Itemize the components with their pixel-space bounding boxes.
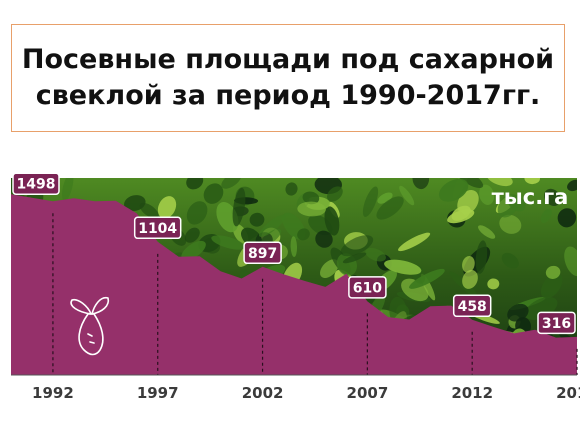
leaf-shape (181, 240, 206, 261)
leaf-shape (567, 179, 577, 192)
leaf-shape (544, 188, 561, 207)
leaf-shape (186, 178, 204, 190)
leaf-shape (524, 178, 540, 185)
leaf-shape (475, 240, 488, 274)
leaf-shape (297, 228, 310, 241)
leaf-shape (186, 201, 208, 225)
leaf-shape (499, 214, 522, 234)
data-label-2017: 316 (542, 316, 571, 332)
leaf-shape (365, 247, 386, 262)
data-label-2002: 897 (248, 246, 277, 262)
data-label-box-1991 (12, 172, 60, 195)
leaf-shape (540, 273, 563, 299)
data-labels: 1498 1104 897 610 458 316 (12, 172, 576, 335)
leaf-shape (545, 265, 561, 279)
leaf-shape (297, 201, 326, 217)
leaf-shape (501, 252, 519, 269)
data-label-2007: 610 (353, 280, 382, 296)
leaf-shape (412, 178, 430, 190)
leaf-shape (462, 269, 478, 289)
leaf-shape (302, 191, 320, 205)
leaf-shape (232, 187, 246, 227)
data-label-box-2007 (348, 276, 387, 299)
leaf-shape (454, 178, 484, 189)
chart-area: тыс.га 1498 1104 897 610 458 316 1992 1997 2002… (0, 172, 580, 421)
area-chart: тыс.га 1498 1104 897 610 458 316 1992 1997 2002… (11, 172, 580, 402)
leaf-shape (324, 206, 340, 236)
leaf-shape (507, 303, 529, 322)
leaf-shape (507, 194, 526, 212)
leaf-shape (451, 205, 471, 221)
leaf-shape (486, 178, 513, 187)
x-axis: 1992 1997 2002 2007 2012 2017 (11, 374, 580, 402)
leaf-shape (398, 232, 431, 252)
title-box: Посевные площади под сахарной свеклой за… (11, 24, 565, 132)
leaf-shape (184, 227, 200, 243)
leaf-shape (540, 208, 552, 223)
area-series (11, 194, 577, 375)
x-tick-2002: 2002 (242, 384, 284, 402)
data-label-box-2017 (537, 311, 576, 335)
leaf-shape (285, 182, 298, 196)
tick-dash-lines (52, 213, 578, 375)
leaf-shape (327, 186, 343, 202)
leaf-shape (376, 196, 404, 220)
data-label-box-2012 (452, 294, 492, 318)
leaf-shape (320, 259, 339, 278)
leaf-shape (203, 183, 224, 204)
leaf-shape (249, 212, 265, 227)
leaf-shape (478, 225, 496, 239)
leaf-shape (479, 184, 495, 205)
leaf-shape (409, 268, 445, 289)
leaf-shape (315, 230, 333, 248)
leaf-shape (362, 186, 379, 217)
x-tick-2017: 2017 (556, 384, 580, 402)
leaf-shape (342, 252, 367, 264)
leaf-shape (438, 178, 469, 202)
leaf-shape (340, 235, 374, 257)
data-label-1991: 1498 (17, 177, 56, 193)
data-label-box-2002 (243, 241, 282, 265)
title-line-1: Посевные площади под сахарной (21, 44, 555, 75)
leaf-shape (377, 192, 393, 204)
leaf-shape (124, 195, 146, 212)
leaf-shape (221, 178, 242, 189)
x-tick-2007: 2007 (347, 384, 389, 402)
leaf-shape (487, 278, 500, 290)
data-label-1997: 1104 (138, 221, 177, 237)
leaf-shape (157, 196, 177, 219)
leaf-shape (564, 246, 577, 277)
leaf-shape (384, 259, 422, 275)
x-tick-1992: 1992 (32, 384, 74, 402)
x-tick-1997: 1997 (137, 384, 179, 402)
leaf-shape (139, 202, 159, 219)
leaf-shape (211, 235, 246, 250)
title-line-2: свеклой за период 1990-2017гг. (35, 80, 541, 111)
leaf-shape (290, 236, 298, 257)
leaf-shape (462, 255, 475, 273)
leaf-shape (62, 178, 74, 202)
beet-icon (70, 296, 110, 356)
leaf-shape (557, 208, 577, 228)
leaf-shape (258, 214, 286, 237)
leaf-shape (399, 185, 415, 206)
data-label-box-1997 (133, 216, 182, 240)
leaf-shape (216, 201, 239, 233)
data-label-2012: 458 (458, 299, 487, 315)
x-tick-2012: 2012 (451, 384, 493, 402)
unit-label: тыс.га (492, 185, 569, 209)
